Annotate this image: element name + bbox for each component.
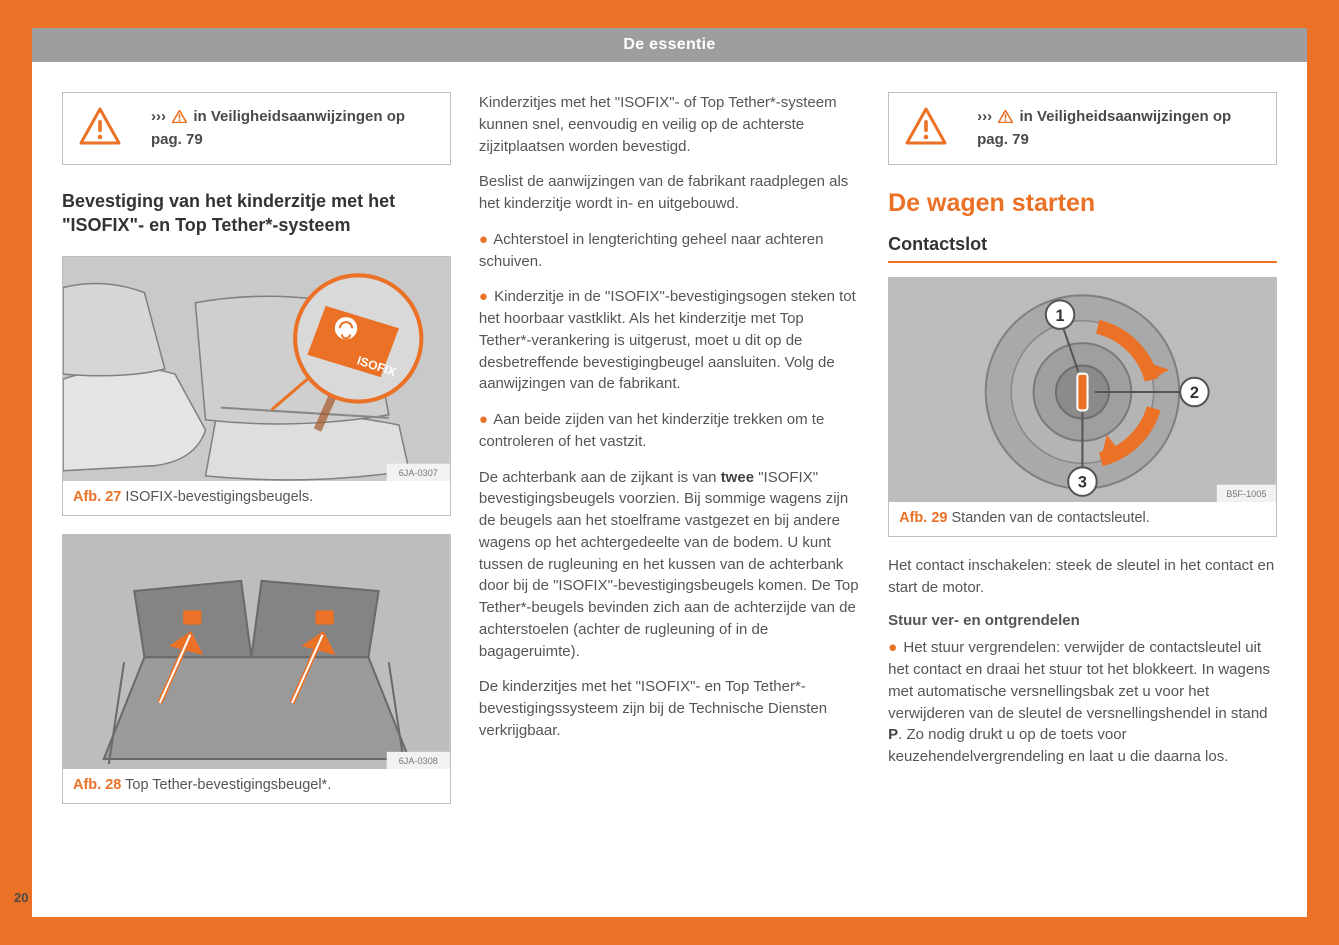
svg-text:6JA-0308: 6JA-0308 — [399, 756, 438, 766]
content-columns: ››› in Veiligheidsaanwijzingen op pag. 7… — [32, 62, 1307, 842]
col3-p1: Het contact inschakelen: steek de sleute… — [888, 555, 1277, 599]
inline-warning-icon — [172, 110, 191, 127]
col3-b1a: Het stuur vergrendelen: verwijder de con… — [888, 639, 1270, 721]
col2-p4: De kinderzitjes met het "ISOFIX"- en Top… — [479, 676, 860, 741]
col2-p1: Kinderzitjes met het "ISOFIX"- of Top Te… — [479, 92, 860, 157]
warning-triangle-icon — [905, 107, 947, 150]
column-2: Kinderzitjes met het "ISOFIX"- of Top Te… — [479, 92, 860, 822]
bullet-dot-icon: ● — [479, 411, 488, 428]
page-header-bar: De essentie — [32, 28, 1307, 62]
figure-28-image: 6JA-0308 — [63, 535, 450, 769]
warning-triangle-icon — [79, 107, 121, 150]
manual-page: De essentie ››› in Veiligheidsa — [32, 28, 1307, 917]
svg-text:6JA-0307: 6JA-0307 — [399, 467, 438, 477]
figure-29-image: 1 2 3 B5F-1005 — [889, 278, 1276, 502]
figure-27-image: ISOFIX 6JA-0307 — [63, 257, 450, 481]
warning-box-right: ››› in Veiligheidsaanwijzingen op pag. 7… — [888, 92, 1277, 165]
figure-27-label: Afb. 27 — [73, 489, 121, 505]
figure-28-caption: Afb. 28 Top Tether-bevestigingsbeugel*. — [63, 769, 450, 803]
svg-text:1: 1 — [1056, 307, 1065, 325]
isofix-heading: Bevestiging van het kinderzitje met het … — [62, 189, 451, 238]
figure-28-block: 6JA-0308 Afb. 28 Top Tether-bevestigings… — [62, 534, 451, 804]
col2-p3a: De achterbank aan de zijkant is van — [479, 469, 721, 486]
figure-29-text: Standen van de contactsleutel. — [952, 510, 1150, 526]
figure-28-label: Afb. 28 — [73, 777, 121, 793]
warning-prefix: ››› — [151, 108, 166, 125]
col3-subheading-steering: Stuur ver- en ontgrendelen — [888, 612, 1277, 629]
subsection-contactslot: Contactslot — [888, 234, 1277, 263]
page-number: 20 — [14, 890, 28, 905]
warning-text-right: ››› in Veiligheidsaanwijzingen op pag. 7… — [977, 107, 1260, 150]
figure-27-block: ISOFIX 6JA-0307 Afb. 27 ISOFIX-bevestigi… — [62, 256, 451, 516]
col3-b1-bold: P — [888, 726, 898, 743]
figure-28-text: Top Tether-bevestigingsbeugel*. — [125, 777, 331, 793]
bullet-dot-icon: ● — [888, 639, 897, 656]
col2-p3: De achterbank aan de zijkant is van twee… — [479, 467, 860, 663]
column-3: ››› in Veiligheidsaanwijzingen op pag. 7… — [888, 92, 1277, 822]
figure-29-block: 1 2 3 B5F-1005 Afb. 29 Standen van de co… — [888, 277, 1277, 537]
bullet-dot-icon: ● — [479, 231, 488, 248]
svg-text:3: 3 — [1078, 474, 1087, 492]
page-header-title: De essentie — [623, 36, 715, 53]
col2-b1-text: Achterstoel in lengterichting geheel naa… — [479, 231, 824, 270]
figure-27-caption: Afb. 27 ISOFIX-bevestigingsbeugels. — [63, 481, 450, 515]
col2-bullet-1: ● Achterstoel in lengterichting geheel n… — [479, 229, 860, 273]
section-title-start: De wagen starten — [888, 189, 1277, 218]
svg-text:2: 2 — [1190, 384, 1199, 402]
inline-warning-icon — [998, 110, 1017, 127]
figure-27-text: ISOFIX-bevestigingsbeugels. — [125, 489, 313, 505]
warning-text-left: ››› in Veiligheidsaanwijzingen op pag. 7… — [151, 107, 434, 150]
col3-bullet-1: ● Het stuur vergrendelen: verwijder de c… — [888, 637, 1277, 768]
col2-p3-bold: twee — [721, 469, 754, 486]
col2-bullet-3: ● Aan beide zijden van het kinderzitje t… — [479, 409, 860, 453]
column-1: ››› in Veiligheidsaanwijzingen op pag. 7… — [62, 92, 451, 822]
col3-b1b: . Zo nodig drukt u op de toets voor keuz… — [888, 726, 1228, 765]
col2-b3-text: Aan beide zijden van het kinderzitje tre… — [479, 411, 824, 450]
bullet-dot-icon: ● — [479, 288, 488, 305]
col2-b2-text: Kinderzitje in de "ISOFIX"-bevestigingso… — [479, 288, 856, 392]
col2-p2: Beslist de aanwijzingen van de fabrikant… — [479, 171, 860, 215]
col2-p3b: "ISOFIX" bevestigingsbeugels voorzien. B… — [479, 469, 859, 660]
warning-box-left: ››› in Veiligheidsaanwijzingen op pag. 7… — [62, 92, 451, 165]
warning-prefix: ››› — [977, 108, 992, 125]
svg-text:B5F-1005: B5F-1005 — [1226, 489, 1266, 499]
figure-29-label: Afb. 29 — [899, 510, 947, 526]
col2-bullet-2: ● Kinderzitje in de "ISOFIX"-bevestiging… — [479, 286, 860, 395]
figure-29-caption: Afb. 29 Standen van de contactsleutel. — [889, 502, 1276, 536]
